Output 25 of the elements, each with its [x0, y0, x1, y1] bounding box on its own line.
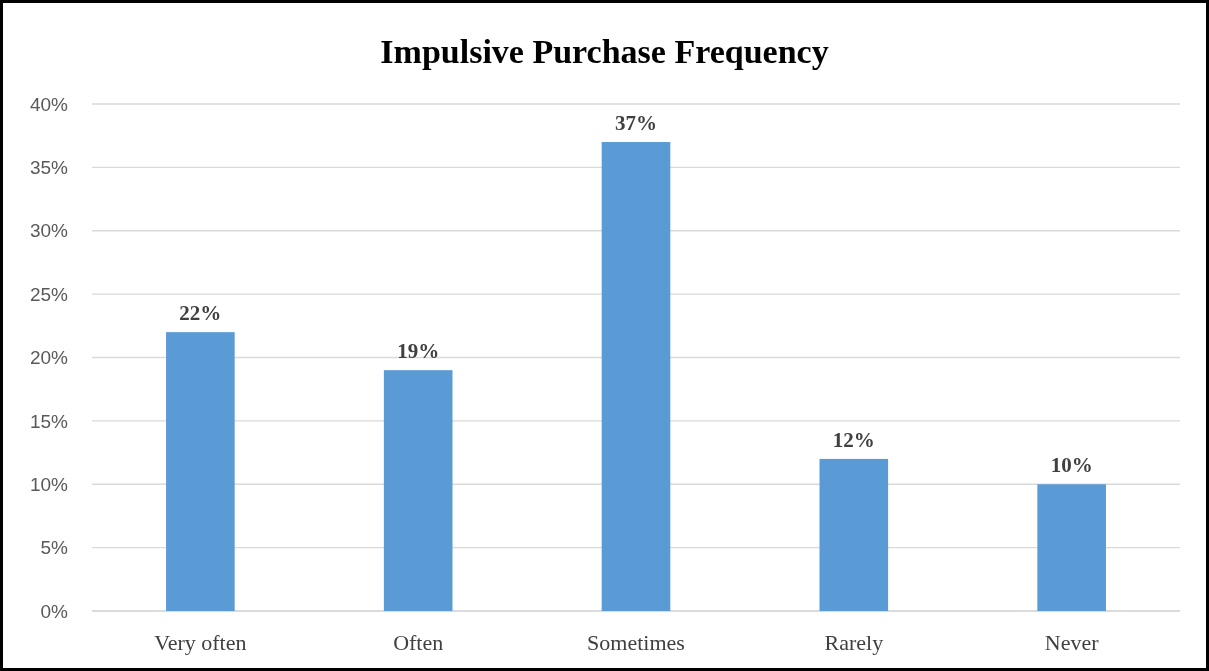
bar [1037, 484, 1106, 611]
y-tick-label: 40% [29, 93, 69, 115]
data-label: 12% [832, 427, 875, 452]
y-tick-label: 30% [29, 220, 69, 242]
y-tick-label: 35% [29, 157, 69, 179]
bar [166, 332, 235, 611]
bar [819, 458, 889, 611]
x-tick-label: Rarely [824, 630, 884, 655]
bar [383, 370, 453, 611]
x-tick-label: Sometimes [587, 630, 685, 655]
y-tick-label: 10% [29, 473, 69, 495]
y-tick-label: 5% [40, 537, 69, 559]
x-tick-label: Never [1044, 630, 1100, 655]
data-label: 19% [397, 339, 440, 364]
chart-title: Impulsive Purchase Frequency [380, 33, 829, 70]
data-label: 22% [179, 301, 222, 326]
x-tick-label: Very often [154, 630, 247, 655]
y-tick-label: 20% [29, 347, 69, 369]
y-tick-label: 0% [40, 600, 69, 622]
y-tick-label: 15% [29, 410, 69, 432]
data-label: 10% [1050, 453, 1093, 478]
x-tick-label: Often [393, 630, 444, 655]
data-label: 37% [615, 111, 657, 136]
bar [601, 142, 671, 611]
y-tick-label: 25% [29, 283, 69, 305]
